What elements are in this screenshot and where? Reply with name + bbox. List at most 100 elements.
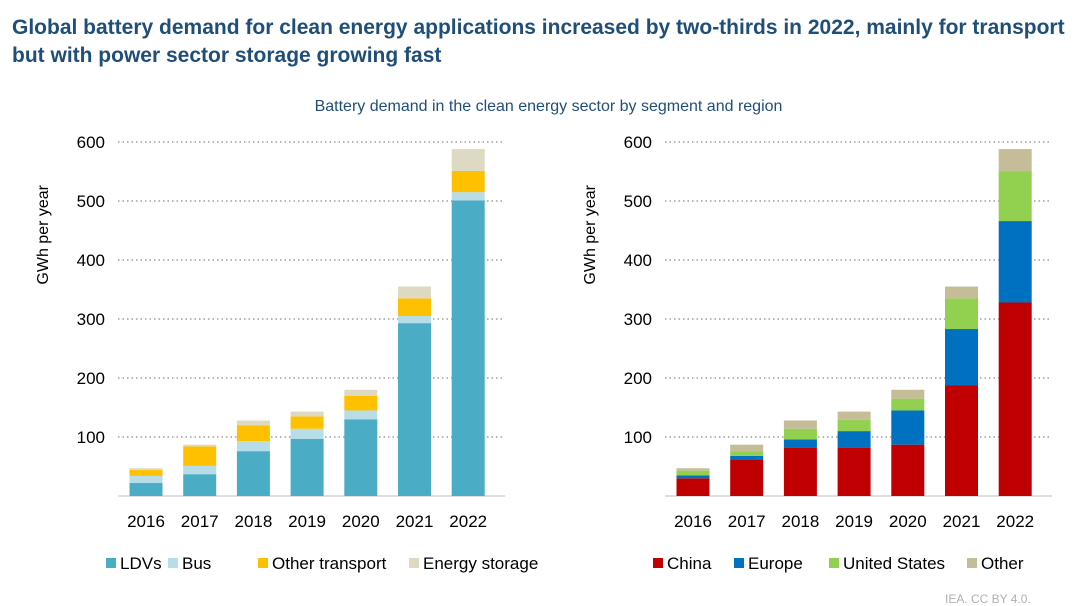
legend-swatch: [734, 558, 744, 568]
y-tick-label: 300: [624, 310, 652, 329]
bar-segment-europe: [837, 431, 871, 448]
legend-swatch: [409, 558, 419, 568]
bar-segment-europe: [945, 329, 978, 386]
bar-segment-ldvs: [451, 200, 485, 496]
legend-label: United States: [843, 554, 945, 573]
bar-segment-energy-storage: [183, 444, 217, 447]
bar-segment-other-transport: [129, 470, 163, 476]
bar-segment-bus: [290, 428, 324, 439]
bar-segment-energy-storage: [290, 411, 324, 417]
bar-segment-other: [676, 468, 710, 471]
bar-segment-united-states: [998, 171, 1032, 222]
bar-segment-united-states: [891, 398, 925, 411]
bar-segment-china: [891, 444, 925, 496]
bar-segment-other: [998, 149, 1032, 172]
bar-segment-energy-storage: [129, 468, 163, 471]
x-tick-label: 2018: [234, 512, 272, 531]
bar-segment-energy-storage: [236, 420, 270, 426]
bar-segment-other: [837, 411, 871, 420]
bar-segment-other: [783, 420, 817, 429]
y-axis-title: GWh per year: [582, 184, 599, 284]
bar-segment-europe: [891, 410, 925, 445]
bar-segment-other-transport: [398, 298, 431, 317]
region-chart: 100 200 300 400 500 600 GWh per year 2016 2017 20…: [582, 133, 1052, 573]
bar-segment-ldvs: [183, 474, 217, 496]
x-tick-label: 2021: [396, 512, 434, 531]
bar-segment-bus: [183, 465, 217, 475]
page-title: Global battery demand for clean energy a…: [12, 16, 1065, 67]
y-tick-label: 200: [624, 369, 652, 388]
bar-segment-united-states: [945, 298, 978, 330]
x-tick-label: 2016: [127, 512, 165, 531]
y-tick-label: 600: [624, 133, 652, 152]
y-tick-label: 300: [77, 310, 105, 329]
legend-label: LDVs: [120, 554, 162, 573]
bar-segment-china: [837, 447, 871, 496]
bar-segment-europe: [730, 455, 764, 461]
bar-segment-europe: [998, 221, 1032, 303]
y-tick-label: 100: [77, 428, 105, 447]
bar-segment-bus: [236, 441, 270, 452]
legend-swatch: [967, 558, 977, 568]
legend-swatch: [168, 558, 178, 568]
x-tick-label: 2019: [288, 512, 326, 531]
bar-segment-ldvs: [344, 419, 378, 496]
legend-label: China: [667, 554, 712, 573]
bar-segment-other-transport: [344, 395, 378, 411]
bar-segment-united-states: [676, 470, 710, 476]
y-tick-label: 400: [77, 251, 105, 270]
bar-segment-europe: [783, 439, 817, 448]
x-tick-label: 2018: [781, 512, 819, 531]
bar-segment-china: [945, 385, 978, 496]
y-tick-label: 500: [77, 192, 105, 211]
x-tick-label: 2019: [835, 512, 873, 531]
x-tick-label: 2021: [943, 512, 981, 531]
bar-segment-ldvs: [290, 438, 324, 496]
x-tick-label: 2016: [674, 512, 712, 531]
x-tick-label: 2022: [996, 512, 1034, 531]
bar-segment-bus: [344, 410, 378, 420]
legend-swatch: [258, 558, 268, 568]
bar-segment-china: [730, 460, 764, 496]
bar-segment-other-transport: [236, 425, 270, 442]
bar-segment-other: [891, 389, 925, 399]
legend-label: Bus: [182, 554, 211, 573]
bar-segment-energy-storage: [451, 149, 485, 171]
legend-swatch: [653, 558, 663, 568]
y-tick-label: 600: [77, 133, 105, 152]
bar-segment-bus: [451, 192, 485, 201]
x-tick-label: 2017: [181, 512, 219, 531]
legend-swatch: [829, 558, 839, 568]
x-tick-label: 2020: [889, 512, 927, 531]
y-tick-label: 500: [624, 192, 652, 211]
legend-label: Other transport: [272, 554, 387, 573]
x-tick-label: 2020: [342, 512, 380, 531]
bar-segment-bus: [129, 475, 163, 484]
chart-subtitle: Battery demand in the clean energy secto…: [314, 98, 783, 115]
y-tick-label: 100: [624, 428, 652, 447]
footer-credit: IEA. CC BY 4.0.: [945, 592, 1031, 606]
bar-segment-united-states: [730, 451, 764, 456]
y-tick-label: 400: [624, 251, 652, 270]
x-tick-label: 2017: [728, 512, 766, 531]
legend-swatch: [106, 558, 116, 568]
bar-segment-other-transport: [290, 416, 324, 429]
bar-segment-energy-storage: [398, 286, 431, 299]
bar-segment-ldvs: [129, 483, 163, 496]
bar-segment-other: [945, 286, 978, 299]
bar-segment-ldvs: [398, 323, 431, 496]
legend-label: Other: [981, 554, 1024, 573]
bar-segment-china: [998, 302, 1032, 496]
legend-label: Europe: [748, 554, 803, 573]
bar-segment-other-transport: [451, 170, 485, 193]
y-tick-label: 200: [77, 369, 105, 388]
bar-segment-united-states: [783, 428, 817, 440]
bar-segment-bus: [398, 316, 431, 324]
legend-label: Energy storage: [423, 554, 538, 573]
segment-chart: 100 200 300 400 500 600 GWh per year 2016 2017 20…: [35, 133, 538, 573]
bar-segment-europe: [676, 475, 710, 479]
x-tick-label: 2022: [449, 512, 487, 531]
y-axis-title: GWh per year: [35, 184, 52, 284]
bar-segment-china: [783, 447, 817, 496]
bar-segment-china: [676, 478, 710, 496]
